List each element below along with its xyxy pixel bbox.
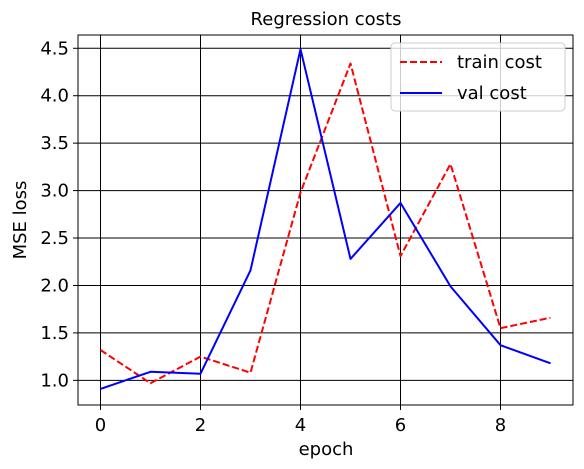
y-tick-label: 3.5 — [40, 133, 69, 154]
y-tick-label: 1.5 — [40, 323, 69, 344]
y-tick-label: 2.5 — [40, 228, 69, 249]
legend-label-val-cost: val cost — [457, 83, 527, 104]
series-line-val-cost — [100, 48, 551, 390]
x-axis-label: epoch — [299, 439, 354, 460]
plot-frame — [77, 34, 574, 406]
x-tick-label: 2 — [195, 415, 206, 436]
y-tick-label: 4.5 — [40, 38, 69, 59]
x-tick-label: 8 — [495, 415, 506, 436]
series-line-train-cost — [99, 62, 551, 385]
y-tick-label: 4.0 — [40, 86, 69, 107]
ticks: 0 2 4 6 8 1.0 1.5 2.0 2.5 3.0 3.5 4.0 4.5 — [40, 38, 506, 436]
chart-title: Regression costs — [251, 9, 402, 30]
legend-label-train-cost: train cost — [457, 52, 542, 73]
legend: train cost val cost — [390, 42, 566, 112]
y-tick-label: 1.0 — [40, 370, 69, 391]
y-tick-label: 2.0 — [40, 275, 69, 296]
series-layer — [99, 48, 551, 390]
x-tick-label: 6 — [395, 415, 406, 436]
y-axis-label: MSE loss — [10, 181, 31, 260]
x-tick-label: 4 — [295, 415, 306, 436]
x-tick-label: 0 — [95, 415, 106, 436]
y-tick-label: 3.0 — [40, 181, 69, 202]
